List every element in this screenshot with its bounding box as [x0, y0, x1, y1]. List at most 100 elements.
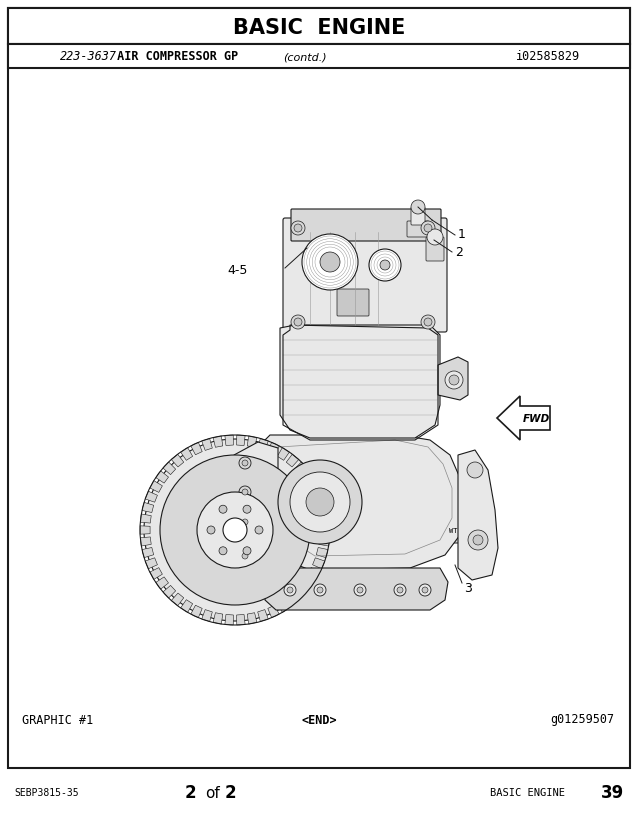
- Polygon shape: [181, 600, 193, 612]
- Circle shape: [242, 489, 248, 495]
- Circle shape: [424, 224, 432, 232]
- Polygon shape: [458, 450, 498, 580]
- Circle shape: [445, 371, 463, 389]
- Polygon shape: [140, 526, 150, 534]
- Circle shape: [422, 587, 428, 593]
- Circle shape: [468, 530, 488, 550]
- Polygon shape: [171, 593, 184, 605]
- Polygon shape: [248, 613, 257, 624]
- Circle shape: [239, 457, 251, 469]
- Polygon shape: [308, 567, 320, 579]
- Circle shape: [291, 221, 305, 235]
- Polygon shape: [248, 436, 257, 448]
- Text: <END>: <END>: [301, 714, 337, 727]
- Text: AIR COMPRESSOR GP: AIR COMPRESSOR GP: [110, 50, 238, 64]
- Text: BASIC ENGINE: BASIC ENGINE: [490, 788, 565, 798]
- Polygon shape: [202, 439, 212, 450]
- Circle shape: [255, 526, 263, 534]
- Polygon shape: [280, 325, 440, 438]
- Polygon shape: [142, 548, 154, 558]
- Circle shape: [223, 518, 247, 542]
- Polygon shape: [319, 514, 330, 523]
- Polygon shape: [497, 396, 550, 440]
- Circle shape: [421, 315, 435, 329]
- Circle shape: [394, 584, 406, 596]
- Polygon shape: [319, 537, 330, 546]
- Text: 223-3637: 223-3637: [60, 50, 117, 64]
- Circle shape: [239, 516, 251, 528]
- FancyBboxPatch shape: [337, 289, 369, 316]
- Text: (contd.): (contd.): [283, 52, 327, 62]
- Circle shape: [397, 587, 403, 593]
- Circle shape: [467, 462, 483, 478]
- Polygon shape: [308, 481, 320, 492]
- Polygon shape: [316, 548, 328, 558]
- Polygon shape: [302, 471, 315, 483]
- Circle shape: [419, 584, 431, 596]
- Polygon shape: [258, 439, 269, 450]
- FancyBboxPatch shape: [407, 221, 429, 237]
- Polygon shape: [156, 471, 168, 483]
- Text: 2: 2: [185, 784, 197, 802]
- FancyBboxPatch shape: [434, 519, 471, 543]
- Polygon shape: [286, 593, 299, 605]
- Polygon shape: [313, 491, 325, 502]
- Text: 1: 1: [458, 227, 466, 240]
- Circle shape: [160, 455, 310, 605]
- Circle shape: [242, 553, 248, 559]
- Text: 2: 2: [455, 245, 463, 259]
- Circle shape: [427, 229, 443, 245]
- Circle shape: [473, 535, 483, 545]
- Circle shape: [449, 375, 459, 385]
- Bar: [8, 44, 630, 68]
- Polygon shape: [213, 436, 223, 448]
- Circle shape: [380, 260, 390, 270]
- FancyBboxPatch shape: [291, 209, 441, 241]
- Text: BASIC  ENGINE: BASIC ENGINE: [233, 18, 405, 38]
- Polygon shape: [191, 443, 202, 455]
- Circle shape: [294, 318, 302, 326]
- Circle shape: [239, 550, 251, 562]
- Circle shape: [294, 224, 302, 232]
- Polygon shape: [225, 435, 234, 445]
- Circle shape: [290, 472, 350, 532]
- Polygon shape: [213, 613, 223, 624]
- FancyBboxPatch shape: [426, 237, 444, 261]
- Circle shape: [320, 252, 340, 272]
- Circle shape: [421, 221, 435, 235]
- Polygon shape: [181, 448, 193, 460]
- Circle shape: [243, 506, 251, 513]
- Circle shape: [302, 234, 358, 290]
- Polygon shape: [191, 605, 202, 618]
- Polygon shape: [202, 610, 212, 621]
- Text: GRAPHIC #1: GRAPHIC #1: [22, 714, 93, 727]
- Polygon shape: [268, 443, 279, 455]
- Text: 39: 39: [601, 784, 624, 802]
- Polygon shape: [237, 615, 245, 625]
- FancyBboxPatch shape: [283, 218, 447, 332]
- Polygon shape: [142, 502, 154, 512]
- Polygon shape: [313, 558, 325, 569]
- Polygon shape: [171, 454, 184, 467]
- Polygon shape: [156, 577, 168, 589]
- Polygon shape: [302, 577, 315, 589]
- Text: 3: 3: [464, 582, 472, 595]
- Polygon shape: [294, 586, 307, 598]
- Text: 2: 2: [225, 784, 237, 802]
- Circle shape: [306, 488, 334, 516]
- Circle shape: [243, 547, 251, 555]
- Circle shape: [242, 519, 248, 525]
- Circle shape: [197, 492, 273, 568]
- Bar: [8, 8, 630, 44]
- Circle shape: [278, 460, 362, 544]
- Text: FWD: FWD: [523, 414, 549, 424]
- Text: of: of: [205, 786, 219, 800]
- Circle shape: [287, 587, 293, 593]
- Polygon shape: [237, 435, 245, 445]
- Polygon shape: [258, 610, 269, 621]
- Polygon shape: [320, 526, 330, 534]
- Polygon shape: [163, 586, 175, 598]
- FancyBboxPatch shape: [411, 207, 425, 225]
- Circle shape: [411, 200, 425, 214]
- Polygon shape: [145, 491, 158, 502]
